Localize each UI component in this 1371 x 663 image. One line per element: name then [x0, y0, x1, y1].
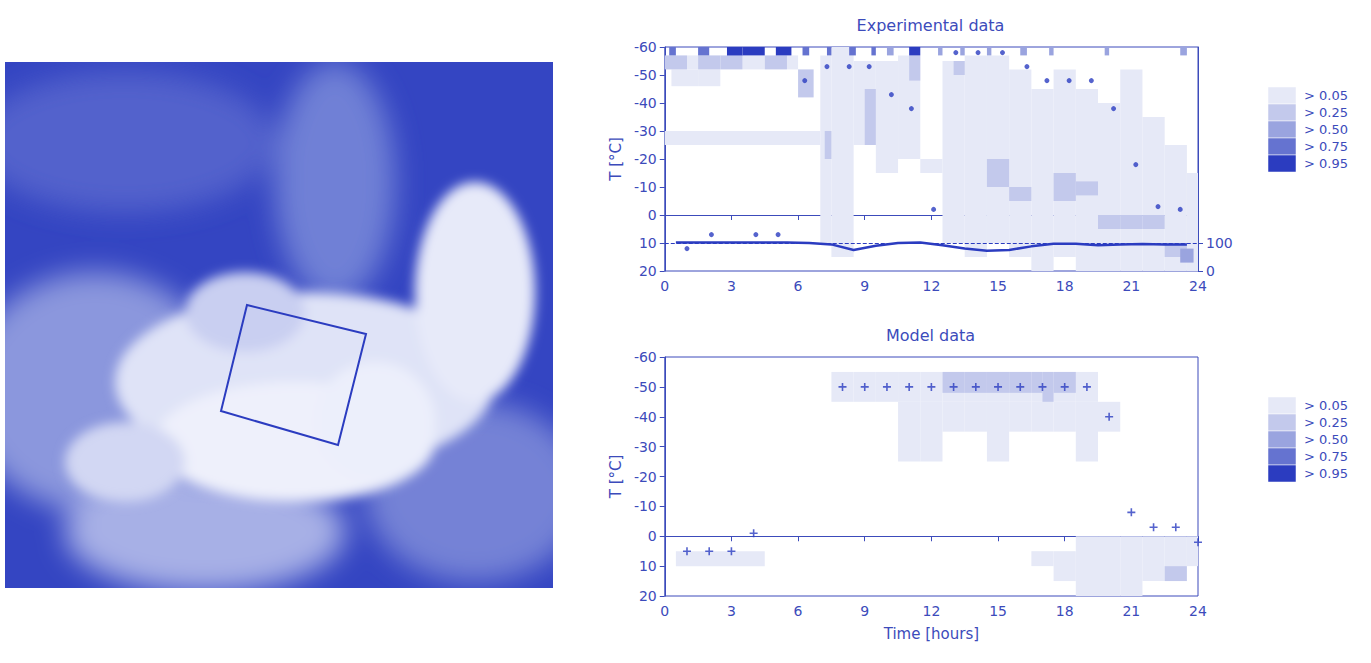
- svg-text:> 0.05: > 0.05: [1304, 88, 1348, 103]
- svg-text:-40: -40: [634, 409, 657, 425]
- svg-text:Model data: Model data: [886, 326, 975, 345]
- svg-text:> 0.50: > 0.50: [1304, 122, 1348, 137]
- svg-text:-50: -50: [634, 67, 657, 83]
- svg-text:12: 12: [922, 278, 940, 294]
- svg-text:> 0.95: > 0.95: [1304, 156, 1348, 171]
- svg-text:0: 0: [660, 603, 669, 619]
- svg-text:12: 12: [922, 603, 940, 619]
- svg-text:Experimental data: Experimental data: [857, 16, 1005, 35]
- svg-text:> 0.75: > 0.75: [1304, 139, 1348, 154]
- svg-text:9: 9: [860, 603, 869, 619]
- svg-text:18: 18: [1056, 278, 1074, 294]
- svg-text:3: 3: [727, 603, 736, 619]
- svg-text:> 0.25: > 0.25: [1304, 415, 1348, 430]
- svg-text:20: 20: [639, 588, 657, 604]
- svg-text:-40: -40: [634, 95, 657, 111]
- svg-text:-30: -30: [634, 123, 657, 139]
- svg-text:> 0.25: > 0.25: [1304, 105, 1348, 120]
- svg-text:0: 0: [660, 278, 669, 294]
- svg-text:> 0.95: > 0.95: [1304, 466, 1348, 481]
- svg-text:18: 18: [1056, 603, 1074, 619]
- svg-text:15: 15: [989, 603, 1007, 619]
- svg-text:0: 0: [648, 528, 657, 544]
- svg-text:15: 15: [989, 278, 1007, 294]
- svg-text:> 0.50: > 0.50: [1304, 432, 1348, 447]
- svg-text:Time [hours]: Time [hours]: [883, 625, 979, 643]
- svg-text:-20: -20: [634, 469, 657, 485]
- svg-text:6: 6: [794, 278, 803, 294]
- svg-text:100: 100: [1206, 235, 1233, 251]
- svg-text:9: 9: [860, 278, 869, 294]
- svg-text:0: 0: [648, 207, 657, 223]
- svg-text:10: 10: [639, 558, 657, 574]
- svg-text:-10: -10: [634, 498, 657, 514]
- svg-text:-20: -20: [634, 151, 657, 167]
- svg-text:21: 21: [1122, 278, 1140, 294]
- svg-text:0: 0: [1206, 263, 1215, 279]
- svg-text:-10: -10: [634, 179, 657, 195]
- svg-text:24: 24: [1189, 278, 1207, 294]
- svg-text:> 0.05: > 0.05: [1304, 398, 1348, 413]
- svg-text:T [°C]: T [°C]: [607, 137, 625, 182]
- svg-text:T [°C]: T [°C]: [607, 455, 625, 500]
- svg-text:-30: -30: [634, 439, 657, 455]
- svg-text:21: 21: [1122, 603, 1140, 619]
- svg-text:-50: -50: [634, 379, 657, 395]
- svg-text:> 0.75: > 0.75: [1304, 449, 1348, 464]
- svg-text:3: 3: [727, 278, 736, 294]
- svg-text:6: 6: [794, 603, 803, 619]
- svg-text:-60: -60: [634, 39, 657, 55]
- svg-text:-60: -60: [634, 349, 657, 365]
- svg-text:24: 24: [1189, 603, 1207, 619]
- svg-text:10: 10: [639, 235, 657, 251]
- svg-text:20: 20: [639, 263, 657, 279]
